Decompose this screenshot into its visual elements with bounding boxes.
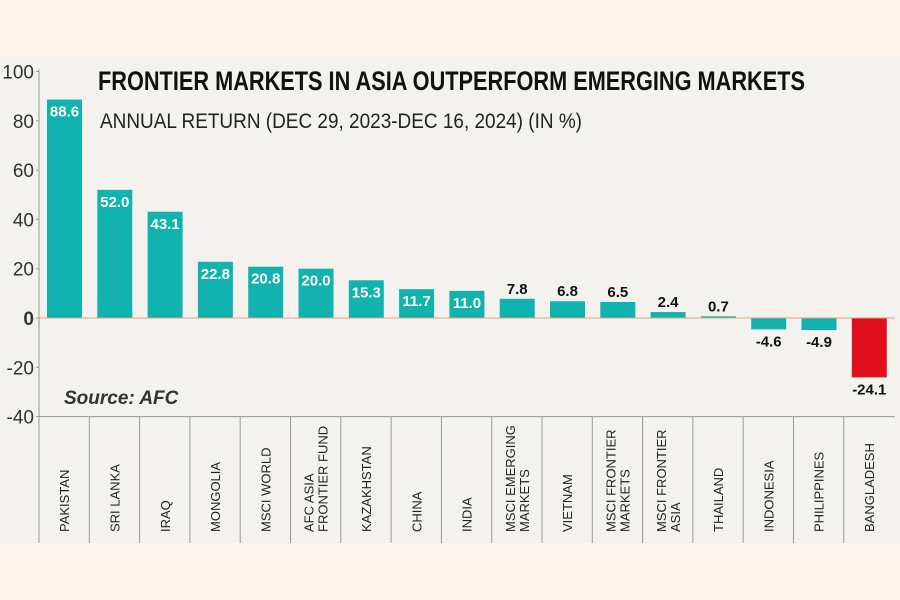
bar-thailand xyxy=(700,316,736,318)
bar-philippines xyxy=(801,318,837,331)
category-label: MARKETS xyxy=(517,469,532,532)
category-label: MONGOLIA xyxy=(208,462,223,532)
bottom-band xyxy=(0,543,900,600)
value-label: 20.8 xyxy=(251,271,280,288)
bar-msci-frontier-markets xyxy=(600,301,636,318)
value-label: 43.1 xyxy=(150,216,179,233)
chart-title: FRONTIER MARKETS IN ASIA OUTPERFORM EMER… xyxy=(98,66,805,96)
category-label: SRI LANKA xyxy=(107,464,122,532)
value-label: -4.9 xyxy=(806,334,832,351)
y-tick-label: 20 xyxy=(13,260,34,281)
bar-india xyxy=(449,290,485,318)
category-label: CHINA xyxy=(409,491,424,532)
category-label: VIETNAM xyxy=(560,474,575,532)
category-label: MSCI EMERGING xyxy=(503,425,518,532)
bar-pakistan xyxy=(47,99,82,318)
value-label: 2.4 xyxy=(658,294,680,311)
value-label: 15.3 xyxy=(352,284,381,301)
y-tick-label: -20 xyxy=(7,358,34,379)
bar-afc-asia-frontier-fund xyxy=(298,268,334,318)
category-label: MARKETS xyxy=(617,469,632,532)
category-label: PHILIPPINES xyxy=(812,451,827,532)
value-label: -4.6 xyxy=(756,333,782,350)
value-label: 20.0 xyxy=(301,273,330,290)
category-label: FRONTIER FUND xyxy=(316,426,331,532)
chart-subtitle: ANNUAL RETURN (DEC 29, 2023-DEC 16, 2024… xyxy=(100,110,582,133)
bar-china xyxy=(399,289,435,318)
value-label: 6.5 xyxy=(607,284,628,301)
value-label: 11.7 xyxy=(402,293,430,310)
category-label: MSCI FRONTIER xyxy=(654,429,669,532)
category-label: MSCI WORLD xyxy=(258,448,273,533)
bar-kazakhstan xyxy=(348,280,384,318)
value-label: 88.6 xyxy=(50,104,79,121)
category-label: THAILAND xyxy=(711,468,726,532)
bar-vietnam xyxy=(550,301,585,318)
bar-msci-world xyxy=(248,266,284,318)
bar-bangladesh xyxy=(851,318,887,378)
category-label: IRAQ xyxy=(158,500,173,532)
value-label: 52.0 xyxy=(100,194,129,211)
y-tick-label: 80 xyxy=(13,112,34,133)
category-label: BANGLADESH xyxy=(862,443,877,532)
category-label: ASIA xyxy=(668,502,683,532)
value-label: 0.7 xyxy=(708,298,729,315)
category-label: PAKISTAN xyxy=(57,470,72,532)
y-tick-label: 40 xyxy=(13,210,34,231)
category-label: AFC ASIA xyxy=(302,473,317,532)
bar-mongolia xyxy=(197,261,233,318)
bar-sri-lanka xyxy=(97,189,133,318)
source-note: Source: AFC xyxy=(64,388,179,409)
y-tick-label: 0 xyxy=(23,309,34,330)
bar-msci-frontier-asia xyxy=(650,312,686,318)
category-label: INDIA xyxy=(460,497,475,532)
bar-msci-emerging-markets xyxy=(499,298,535,318)
top-band xyxy=(0,0,900,57)
y-tick-label: 60 xyxy=(13,161,34,182)
value-label: -24.1 xyxy=(852,381,886,398)
value-label: 7.8 xyxy=(507,281,528,298)
bar-indonesia xyxy=(751,318,787,330)
value-label: 22.8 xyxy=(201,266,230,283)
value-label: 6.8 xyxy=(557,283,578,300)
category-label: INDONESIA xyxy=(761,460,776,532)
value-label: 11.0 xyxy=(453,295,481,312)
category-label: MSCI FRONTIER xyxy=(603,429,618,532)
bar-iraq xyxy=(147,211,183,318)
y-tick-label: -40 xyxy=(7,408,34,429)
category-label: KAZAKHSTAN xyxy=(359,446,374,532)
y-tick-label: 100 xyxy=(2,63,34,84)
